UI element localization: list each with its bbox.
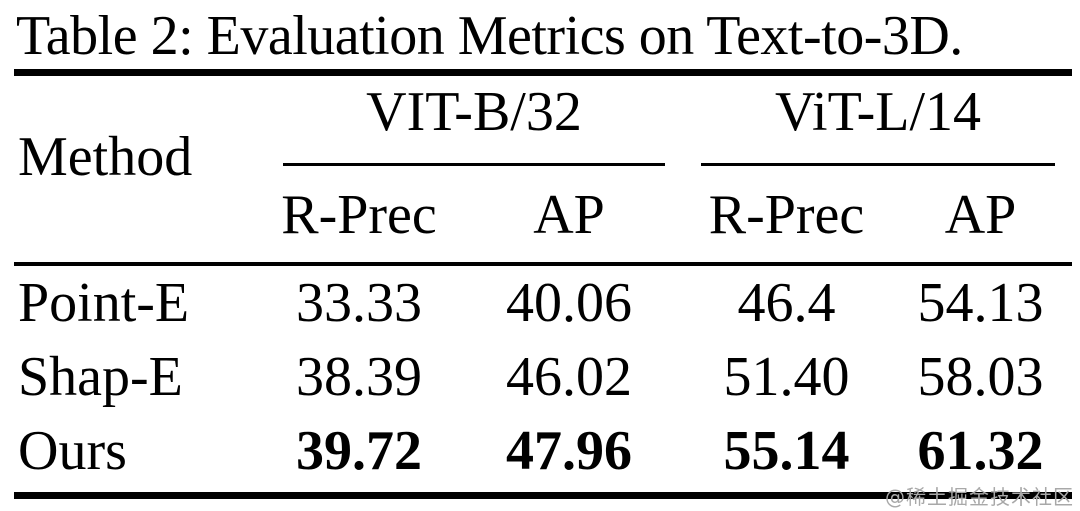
table-body: Point-E 33.33 40.06 46.4 54.13 Shap-E 38… [14,266,1072,488]
column-group-label: ViT-L/14 [774,81,982,144]
cell-value: 33.33 [296,272,422,335]
column-group-vit-b32: VIT-B/32 [264,76,684,168]
method-name: Point-E [18,272,190,335]
column-header-rprec-b32: R-Prec [281,184,437,247]
cell-value: 61.32 [917,420,1044,483]
cell-value: 46.4 [737,272,836,335]
column-group-label: VIT-B/32 [366,81,582,144]
column-group-vit-l14: ViT-L/14 [684,76,1072,168]
cell-value: 39.72 [296,420,422,483]
method-name: Shap-E [18,346,183,409]
group-underline [701,163,1055,167]
cell-value: 46.02 [506,346,632,409]
cell-value: 40.06 [506,272,632,335]
column-header-ap-b32: AP [533,184,605,247]
cell-value: 58.03 [917,346,1044,409]
bottom-rule [14,492,1072,500]
cell-value: 51.40 [723,346,850,409]
top-rule [14,69,1072,77]
table-header: Method VIT-B/32 ViT-L/14 R-Prec AP R-Pre… [14,76,1072,262]
column-header-method: Method [18,126,193,189]
site-watermark: @稀土掘金技术社区 [885,485,1074,509]
cell-value: 47.96 [506,420,632,483]
cell-value: 55.14 [723,420,850,483]
cell-value: 38.39 [296,346,422,409]
table-caption: Table 2: Evaluation Metrics on Text-to-3… [16,5,963,67]
mid-rule [14,262,1072,267]
group-underline [282,163,666,167]
cell-value: 54.13 [917,272,1044,335]
column-header-ap-l14: AP [944,184,1017,247]
method-name: Ours [18,420,127,483]
column-header-rprec-l14: R-Prec [708,184,865,247]
